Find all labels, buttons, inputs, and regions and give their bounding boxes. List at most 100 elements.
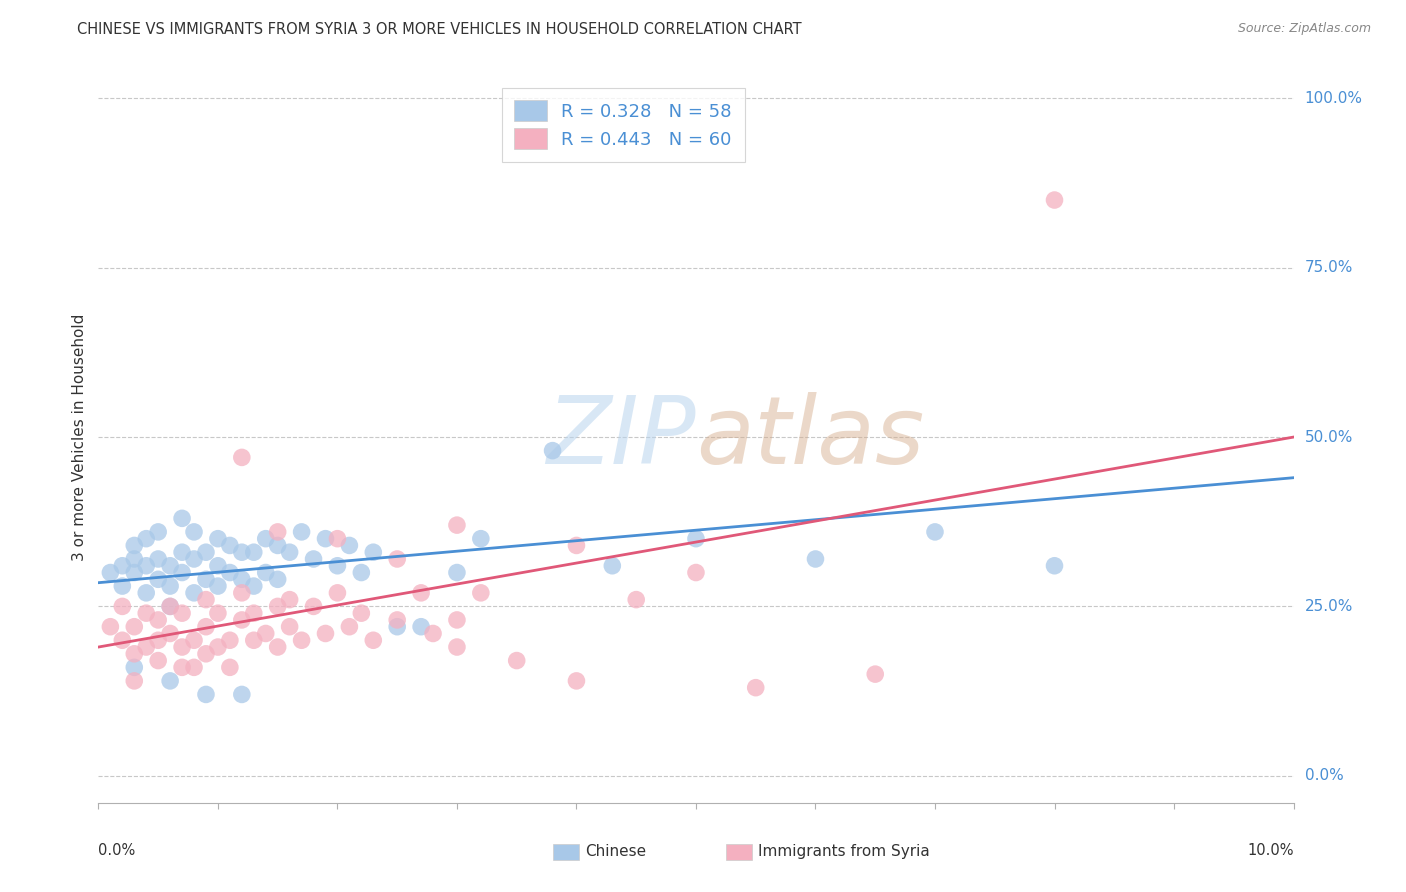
Point bbox=[159, 599, 181, 614]
Text: atlas: atlas bbox=[696, 392, 924, 483]
Point bbox=[626, 592, 648, 607]
Point bbox=[111, 599, 134, 614]
Text: 0.0%: 0.0% bbox=[98, 843, 135, 858]
Point bbox=[339, 538, 361, 552]
Point bbox=[148, 654, 170, 668]
Text: Chinese: Chinese bbox=[585, 845, 645, 859]
Point bbox=[219, 633, 242, 648]
Point bbox=[98, 566, 122, 580]
Text: 10.0%: 10.0% bbox=[1247, 843, 1294, 858]
Point bbox=[385, 620, 409, 634]
Point bbox=[254, 532, 277, 546]
Point bbox=[291, 524, 314, 539]
Point bbox=[231, 613, 253, 627]
Legend: R = 0.328   N = 58, R = 0.443   N = 60: R = 0.328 N = 58, R = 0.443 N = 60 bbox=[502, 87, 745, 162]
Point bbox=[745, 681, 768, 695]
Point bbox=[135, 558, 157, 573]
Point bbox=[267, 572, 290, 586]
Text: 100.0%: 100.0% bbox=[1305, 91, 1362, 106]
Point bbox=[470, 532, 492, 546]
Point bbox=[254, 566, 277, 580]
Point bbox=[207, 558, 229, 573]
Point bbox=[148, 613, 170, 627]
Point bbox=[470, 586, 492, 600]
Point bbox=[111, 633, 134, 648]
Point bbox=[172, 511, 194, 525]
Point bbox=[326, 586, 349, 600]
Point bbox=[446, 613, 468, 627]
Point bbox=[865, 667, 887, 681]
Point bbox=[159, 599, 181, 614]
Point bbox=[411, 620, 433, 634]
Point bbox=[243, 633, 266, 648]
Point bbox=[278, 545, 301, 559]
Point bbox=[326, 532, 349, 546]
Point bbox=[172, 660, 194, 674]
Point bbox=[385, 552, 409, 566]
Point bbox=[124, 566, 146, 580]
Point bbox=[243, 579, 266, 593]
Point bbox=[148, 552, 170, 566]
Point bbox=[195, 620, 218, 634]
Point bbox=[219, 538, 242, 552]
Bar bbox=[725, 844, 752, 860]
Point bbox=[326, 558, 349, 573]
Point bbox=[350, 606, 373, 620]
Point bbox=[135, 532, 157, 546]
Point bbox=[363, 545, 385, 559]
Point bbox=[278, 620, 301, 634]
Point bbox=[446, 640, 468, 654]
Point bbox=[315, 626, 337, 640]
Point bbox=[172, 566, 194, 580]
Point bbox=[446, 518, 468, 533]
Point bbox=[124, 673, 146, 688]
Point bbox=[302, 552, 325, 566]
Point bbox=[124, 620, 146, 634]
Point bbox=[243, 545, 266, 559]
Point bbox=[183, 552, 205, 566]
Point bbox=[172, 606, 194, 620]
Point bbox=[111, 558, 134, 573]
Point bbox=[339, 620, 361, 634]
Point bbox=[924, 524, 946, 539]
Point bbox=[219, 660, 242, 674]
Bar bbox=[553, 844, 579, 860]
Point bbox=[172, 545, 194, 559]
Point bbox=[183, 660, 205, 674]
Point bbox=[207, 606, 229, 620]
Point bbox=[231, 586, 253, 600]
Point bbox=[231, 450, 253, 465]
Text: 0.0%: 0.0% bbox=[1305, 768, 1343, 783]
Point bbox=[195, 592, 218, 607]
Point bbox=[506, 654, 529, 668]
Point bbox=[124, 552, 146, 566]
Point bbox=[183, 633, 205, 648]
Point bbox=[350, 566, 373, 580]
Point bbox=[278, 592, 301, 607]
Point bbox=[159, 626, 181, 640]
Text: CHINESE VS IMMIGRANTS FROM SYRIA 3 OR MORE VEHICLES IN HOUSEHOLD CORRELATION CHA: CHINESE VS IMMIGRANTS FROM SYRIA 3 OR MO… bbox=[77, 22, 801, 37]
Point bbox=[148, 572, 170, 586]
Point bbox=[411, 586, 433, 600]
Point bbox=[231, 572, 253, 586]
Point bbox=[148, 524, 170, 539]
Point bbox=[804, 552, 827, 566]
Point bbox=[565, 673, 588, 688]
Point bbox=[422, 626, 444, 640]
Point bbox=[302, 599, 325, 614]
Point bbox=[243, 606, 266, 620]
Point bbox=[124, 647, 146, 661]
Point bbox=[267, 640, 290, 654]
Point bbox=[111, 579, 134, 593]
Text: Immigrants from Syria: Immigrants from Syria bbox=[758, 845, 929, 859]
Point bbox=[135, 606, 157, 620]
Point bbox=[267, 599, 290, 614]
Point bbox=[159, 558, 181, 573]
Point bbox=[195, 688, 218, 702]
Point bbox=[159, 673, 181, 688]
Point bbox=[207, 640, 229, 654]
Point bbox=[135, 640, 157, 654]
Point bbox=[159, 579, 181, 593]
Point bbox=[363, 633, 385, 648]
Point bbox=[207, 532, 229, 546]
